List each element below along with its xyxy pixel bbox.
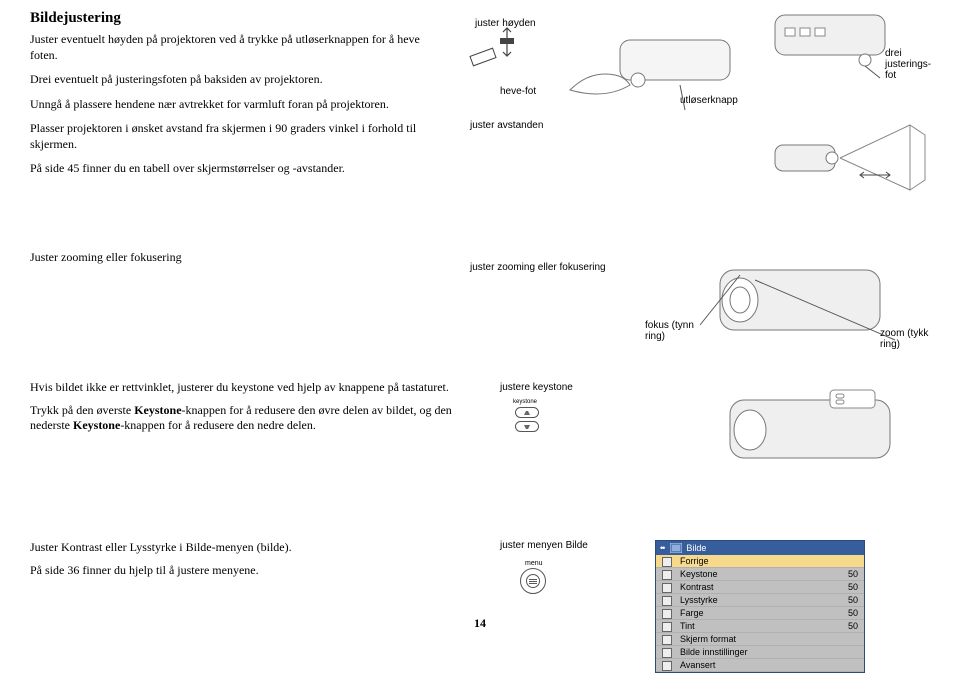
t: Keystone (134, 403, 181, 417)
label-focus: fokus (tynn ring) (645, 320, 705, 342)
osd-menu-row: Tint 50 (656, 620, 864, 633)
t: Trykk på den øverste (30, 403, 134, 417)
para: Hvis bildet ikke er rettvinklet, justere… (30, 380, 480, 395)
t: -knappen for å redusere den nedre delen. (120, 418, 316, 432)
picture-icon (670, 543, 682, 553)
label-adjust-distance: juster avstanden (470, 120, 543, 131)
menu-lines-icon (526, 574, 540, 588)
row-icon (662, 661, 672, 671)
row-value: 50 (848, 595, 858, 605)
osd-menu-row: Avansert (656, 659, 864, 672)
para: Trykk på den øverste Keystone-knappen fo… (30, 403, 480, 433)
para: På side 36 finner du hjelp til å justere… (30, 563, 480, 578)
row-label: Avansert (680, 660, 715, 670)
osd-menu-row: Skjerm format (656, 633, 864, 646)
caption-zoom-focus: juster zooming eller fokusering (470, 262, 606, 273)
osd-menu-rows: ForrigeKeystone50Kontrast50Lysstyrke50Fa… (656, 555, 864, 672)
osd-menu-title: Bilde (686, 543, 706, 553)
para: Unngå å plassere hendene nær avtrekket f… (30, 96, 440, 112)
osd-menu-row: Keystone 50 (656, 568, 864, 581)
height-arrows-icon (465, 22, 520, 77)
t: Keystone (73, 418, 120, 432)
projector-hand-icon (560, 30, 740, 120)
row-value: 50 (848, 569, 858, 579)
para: På side 45 finner du en tabell over skje… (30, 160, 440, 176)
projector-distance-icon (770, 110, 930, 200)
osd-menu-row: Lysstyrke 50 (656, 594, 864, 607)
keystone-up-icon (515, 407, 539, 418)
para: Juster Kontrast eller Lysstyrke i Bilde-… (30, 540, 480, 555)
row-label: Lysstyrke (680, 595, 718, 605)
projector-keystone-icon (700, 380, 920, 480)
row-label: Tint (680, 621, 695, 631)
row-value: 50 (848, 621, 858, 631)
row-label: Forrige (680, 556, 709, 566)
projector-back-icon (770, 10, 895, 80)
section4: Juster Kontrast eller Lysstyrke i Bilde-… (30, 540, 480, 586)
osd-menu-row: Kontrast 50 (656, 581, 864, 594)
row-label: Skjerm format (680, 634, 736, 644)
label-lift-foot: heve-fot (500, 86, 536, 97)
section1-text: Juster eventuelt høyden på projektoren v… (30, 31, 440, 176)
row-label: Farge (680, 608, 704, 618)
row-value: 50 (848, 608, 858, 618)
keystone-btn-label: keystone (513, 399, 537, 405)
row-icon (662, 570, 672, 580)
osd-menu-row: Forrige (656, 555, 864, 568)
row-label: Kontrast (680, 582, 714, 592)
para: Drei eventuelt på justeringsfoten på bak… (30, 71, 440, 87)
row-icon (662, 648, 672, 658)
row-icon (662, 596, 672, 606)
page-number: 14 (474, 616, 486, 631)
row-value: 50 (848, 582, 858, 592)
projector-zoom-icon (700, 250, 900, 360)
menu-button-icon (520, 568, 546, 594)
para: Plasser projektoren i ønsket avstand fra… (30, 120, 440, 152)
keystone-down-icon (515, 421, 539, 432)
osd-menu-panel: •• Bilde ForrigeKeystone50Kontrast50Lyss… (655, 540, 865, 673)
row-icon (662, 622, 672, 632)
caption-menu: juster menyen Bilde (500, 540, 588, 551)
section2: Juster zooming eller fokusering (30, 250, 182, 265)
osd-menu-header: •• Bilde (656, 541, 864, 555)
section3: Hvis bildet ikke er rettvinklet, justere… (30, 380, 480, 441)
row-icon (662, 557, 672, 567)
row-label: Keystone (680, 569, 718, 579)
menu-ring-label: menu (525, 560, 543, 567)
caption-keystone: justere keystone (500, 382, 573, 393)
keystone-buttons-icon (515, 407, 539, 435)
dots-icon: •• (660, 543, 664, 553)
row-icon (662, 583, 672, 593)
row-label: Bilde innstillinger (680, 647, 748, 657)
osd-menu-row: Farge 50 (656, 607, 864, 620)
row-icon (662, 609, 672, 619)
section2-heading: Juster zooming eller fokusering (30, 250, 182, 265)
osd-menu-row: Bilde innstillinger (656, 646, 864, 659)
para: Juster eventuelt høyden på projektoren v… (30, 31, 440, 63)
